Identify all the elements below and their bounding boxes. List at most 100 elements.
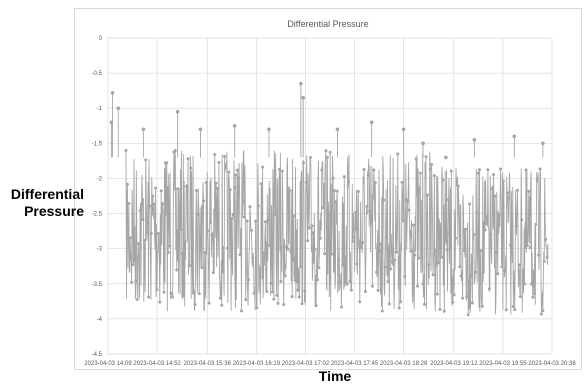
data-point bbox=[225, 246, 229, 250]
data-point bbox=[466, 313, 470, 317]
data-point bbox=[389, 267, 393, 271]
data-point bbox=[311, 231, 315, 235]
data-point bbox=[475, 211, 479, 215]
data-point bbox=[151, 194, 155, 198]
data-point bbox=[213, 153, 217, 157]
data-point bbox=[397, 306, 401, 310]
data-point bbox=[501, 179, 505, 183]
data-point bbox=[308, 156, 312, 160]
data-point bbox=[178, 209, 182, 213]
data-point bbox=[380, 309, 384, 313]
spike-point bbox=[444, 155, 448, 160]
x-tick-label: 2023-04-03 17:02 bbox=[282, 361, 330, 367]
data-point bbox=[446, 198, 450, 202]
chart-title: Differential Pressure bbox=[287, 19, 369, 29]
data-point bbox=[411, 223, 415, 227]
data-point bbox=[185, 184, 189, 188]
data-point bbox=[162, 290, 166, 294]
data-point bbox=[268, 243, 272, 247]
data-point bbox=[313, 247, 317, 251]
spike-point bbox=[401, 127, 406, 132]
data-point bbox=[538, 167, 542, 171]
data-point bbox=[235, 168, 239, 172]
data-point bbox=[249, 228, 253, 232]
data-point bbox=[190, 259, 194, 263]
data-point bbox=[283, 274, 287, 278]
data-point bbox=[494, 250, 498, 254]
data-point bbox=[256, 204, 260, 208]
data-point bbox=[208, 220, 212, 224]
data-point bbox=[358, 300, 362, 304]
data-point bbox=[351, 239, 355, 243]
data-point bbox=[520, 218, 524, 222]
y-tick-label: -1.5 bbox=[92, 141, 103, 147]
data-point bbox=[182, 294, 186, 298]
data-point bbox=[338, 281, 342, 285]
data-point bbox=[214, 181, 218, 185]
data-point bbox=[244, 298, 248, 302]
data-point bbox=[427, 263, 431, 267]
data-point bbox=[472, 233, 476, 237]
data-point bbox=[154, 186, 158, 190]
data-point bbox=[197, 292, 201, 296]
data-point bbox=[210, 233, 214, 237]
data-point bbox=[200, 265, 204, 269]
data-point bbox=[507, 196, 511, 200]
x-tick-label: 2023-04-03 14:52 bbox=[133, 361, 181, 367]
data-point bbox=[266, 218, 270, 222]
x-tick-label: 2023-04-03 19:55 bbox=[479, 361, 527, 367]
series-line bbox=[125, 150, 549, 315]
data-point bbox=[390, 260, 394, 264]
data-point bbox=[316, 278, 320, 282]
spike-point bbox=[541, 141, 545, 146]
data-point bbox=[425, 193, 429, 197]
data-point bbox=[355, 262, 359, 266]
data-point bbox=[385, 235, 389, 239]
data-point bbox=[187, 264, 191, 268]
data-point bbox=[224, 166, 228, 170]
data-point bbox=[231, 212, 235, 216]
data-point bbox=[248, 205, 252, 209]
data-point bbox=[375, 270, 379, 274]
data-point bbox=[473, 270, 477, 274]
data-point bbox=[139, 202, 143, 206]
data-point bbox=[483, 228, 487, 232]
data-point bbox=[420, 249, 424, 253]
data-point bbox=[354, 210, 358, 214]
data-point bbox=[223, 154, 227, 158]
data-point bbox=[216, 186, 220, 190]
data-point bbox=[273, 213, 277, 217]
data-point bbox=[485, 222, 489, 226]
data-point bbox=[413, 253, 417, 257]
data-point bbox=[179, 227, 183, 231]
y-tick-label: -4.5 bbox=[92, 352, 103, 358]
data-point bbox=[161, 202, 165, 206]
data-point bbox=[272, 297, 276, 301]
data-point bbox=[138, 208, 142, 212]
data-point bbox=[458, 265, 462, 269]
data-point bbox=[506, 191, 510, 195]
data-point bbox=[263, 220, 267, 224]
data-point bbox=[490, 186, 494, 190]
data-point bbox=[320, 168, 324, 172]
data-point bbox=[168, 244, 172, 248]
data-point bbox=[159, 189, 163, 193]
data-point bbox=[541, 309, 545, 313]
data-point bbox=[382, 198, 386, 202]
spike-point bbox=[232, 123, 237, 128]
data-point bbox=[445, 248, 449, 252]
data-point bbox=[245, 219, 249, 223]
data-point bbox=[496, 272, 500, 276]
data-point bbox=[394, 250, 398, 254]
data-point bbox=[417, 256, 421, 260]
data-point bbox=[285, 245, 289, 249]
data-point bbox=[492, 173, 496, 177]
data-point bbox=[361, 241, 365, 245]
data-point bbox=[418, 171, 422, 175]
data-point bbox=[530, 282, 534, 286]
data-point bbox=[463, 227, 467, 231]
data-point bbox=[400, 180, 404, 184]
data-point bbox=[270, 290, 274, 294]
data-point bbox=[280, 169, 284, 173]
data-point bbox=[254, 219, 258, 223]
